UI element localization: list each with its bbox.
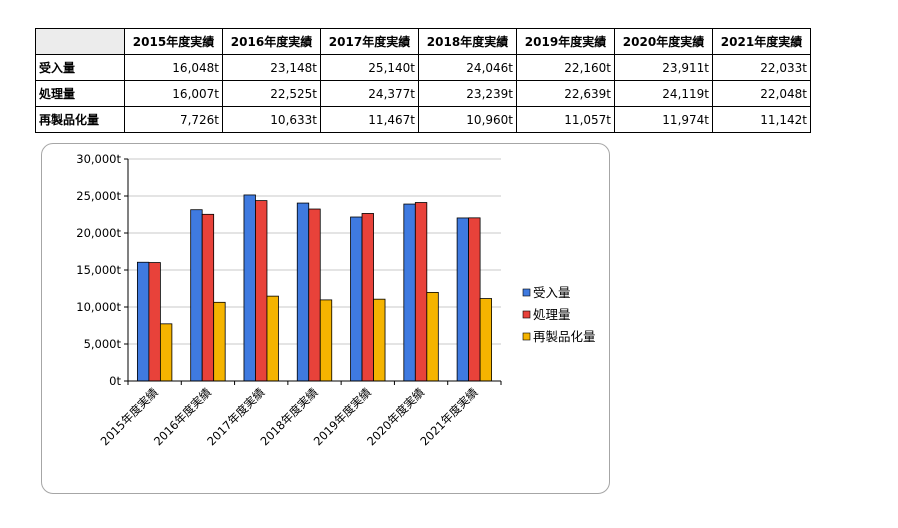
legend-swatch <box>522 310 531 319</box>
table-cell: 24,046t <box>418 54 517 81</box>
y-tick-label: 30,000t <box>76 152 121 166</box>
bar-1 <box>136 261 150 382</box>
table-cell: 23,911t <box>614 54 713 81</box>
table-cell: 7,726t <box>124 106 223 133</box>
column-header: 2017年度実績 <box>320 28 419 55</box>
y-tick-label: 25,000t <box>76 189 121 203</box>
row-header: 受入量 <box>35 54 125 81</box>
legend-swatch <box>522 332 531 341</box>
table-row: 再製品化量 7,726t 10,633t 11,467t 10,960t 11,… <box>35 106 811 133</box>
row-header: 再製品化量 <box>35 106 125 133</box>
table-cell: 22,525t <box>222 80 321 107</box>
table-row: 受入量 16,048t 23,148t 25,140t 24,046t 22,1… <box>35 54 811 81</box>
bar-3 <box>159 323 173 382</box>
bar-3 <box>319 299 333 382</box>
table-cell: 22,048t <box>712 80 811 107</box>
bar-1 <box>456 217 470 382</box>
column-header: 2015年度実績 <box>124 28 223 55</box>
bar-2 <box>308 208 321 382</box>
bar-chart: 0t 5,000t 10,000t 15,000t 20,000t 25,000t 30,0… <box>76 152 596 448</box>
bar-1 <box>350 216 363 382</box>
table-cell: 11,057t <box>516 106 615 133</box>
bar-2 <box>148 262 161 382</box>
bar-1 <box>403 203 416 382</box>
table-cell: 10,633t <box>222 106 321 133</box>
table-corner-cell <box>35 28 125 55</box>
bar-2 <box>361 213 374 382</box>
bar-3 <box>426 291 439 382</box>
table-cell: 22,639t <box>516 80 615 107</box>
column-header: 2018年度実績 <box>418 28 517 55</box>
table-cell: 23,239t <box>418 80 517 107</box>
table-cell: 24,377t <box>320 80 419 107</box>
y-tick-label: 15,000t <box>76 263 121 277</box>
table-cell: 22,160t <box>516 54 615 81</box>
column-header: 2016年度実績 <box>222 28 321 55</box>
column-header: 2020年度実績 <box>614 28 713 55</box>
y-tick-label: 10,000t <box>76 300 121 314</box>
table-cell: 16,007t <box>124 80 223 107</box>
table-cell: 11,974t <box>614 106 713 133</box>
bar-3 <box>266 295 279 382</box>
y-tick-label: 5,000t <box>84 337 122 351</box>
bar-2 <box>468 217 481 382</box>
column-header: 2021年度実績 <box>712 28 811 55</box>
bar-3 <box>373 298 386 382</box>
row-header: 処理量 <box>35 80 125 107</box>
bar-1 <box>243 194 256 382</box>
legend-label: 受入量 <box>533 285 571 300</box>
table-cell: 11,467t <box>320 106 419 133</box>
legend-swatch <box>522 288 531 297</box>
table-cell: 24,119t <box>614 80 713 107</box>
table-cell: 11,142t <box>712 106 811 133</box>
bar-2 <box>201 213 215 382</box>
bar-3 <box>213 301 226 382</box>
chart-frame: 0t 5,000t 10,000t 15,000t 20,000t 25,000t 30,0… <box>41 143 610 494</box>
results-table: 2015年度実績 2016年度実績 2017年度実績 2018年度実績 2019… <box>35 28 811 133</box>
legend-label: 再製品化量 <box>533 329 596 344</box>
table-cell: 22,033t <box>712 54 811 81</box>
bar-3 <box>479 298 493 382</box>
table-header-row: 2015年度実績 2016年度実績 2017年度実績 2018年度実績 2019… <box>35 28 811 55</box>
x-tick-label: 2021年度実績 <box>417 385 480 448</box>
table-row: 処理量 16,007t 22,525t 24,377t 23,239t 22,6… <box>35 80 811 107</box>
bar-2 <box>414 202 428 382</box>
y-tick-label: 0t <box>109 374 121 388</box>
table-cell: 10,960t <box>418 106 517 133</box>
bar-2 <box>255 200 268 382</box>
bar-1 <box>190 209 203 382</box>
y-tick-label: 20,000t <box>76 226 121 240</box>
table-cell: 25,140t <box>320 54 419 81</box>
table-cell: 23,148t <box>222 54 321 81</box>
legend-label: 処理量 <box>533 307 571 322</box>
bar-1 <box>296 202 310 382</box>
table-cell: 16,048t <box>124 54 223 81</box>
column-header: 2019年度実績 <box>516 28 615 55</box>
